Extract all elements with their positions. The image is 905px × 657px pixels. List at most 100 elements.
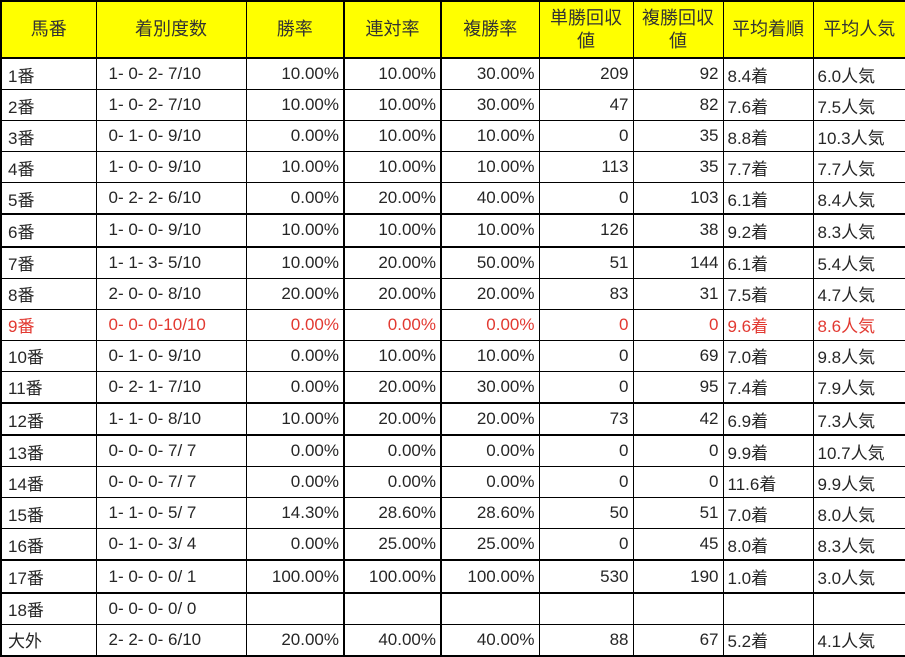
horse-number-cell: 13番 [0, 434, 97, 468]
win-rate-cell: 0.00% [245, 466, 345, 499]
avg-finish-cell: 6.1着 [722, 246, 814, 279]
avg-popularity-cell: 7.7人気 [812, 151, 905, 184]
horse-number-cell: 10番 [0, 339, 97, 372]
table-row: 9番 0- 0- 0-10/10 0.00% 0.00% 0.00% 0 0 9.6着 8.6人… [0, 308, 905, 341]
horse-number-cell: 11番 [0, 370, 97, 404]
horse-number-cell: 5番 [0, 182, 97, 216]
quinella-rate-cell: 20.00% [343, 402, 442, 437]
win-rate-cell: 14.30% [245, 497, 345, 530]
win-rate-cell: 0.00% [245, 182, 345, 216]
table-row: 16番 0- 1- 0- 3/ 4 0.00% 25.00% 25.00% 0 45 8.0着… [0, 528, 905, 562]
table-row: 7番 1- 1- 3- 5/10 10.00% 20.00% 50.00% 51 144 6.… [0, 246, 905, 279]
show-rate-cell: 40.00% [440, 623, 540, 657]
quinella-rate-cell [343, 592, 442, 625]
quinella-rate-cell: 25.00% [343, 528, 442, 562]
avg-finish-cell: 7.0着 [722, 339, 814, 372]
finish-record-cell: 0- 1- 0- 3/ 4 [95, 528, 247, 562]
column-header-win-payout: 単勝回収値 [538, 0, 634, 59]
show-rate-cell: 0.00% [440, 466, 540, 499]
table-row: 大外 2- 2- 0- 6/10 20.00% 40.00% 40.00% 88 67 5.2… [0, 623, 905, 657]
quinella-rate-cell: 28.60% [343, 497, 442, 530]
column-header-show-payout: 複勝回収値 [632, 0, 724, 59]
win-rate-cell: 20.00% [245, 623, 345, 657]
quinella-rate-cell: 100.00% [343, 559, 442, 594]
avg-finish-cell: 11.6着 [722, 466, 814, 499]
show-rate-cell: 40.00% [440, 182, 540, 216]
show-rate-cell: 0.00% [440, 434, 540, 468]
win-rate-cell: 0.00% [245, 370, 345, 404]
column-header-horse-number: 馬番 [0, 0, 97, 59]
show-payout-cell: 69 [632, 339, 724, 372]
horse-number-cell: 4番 [0, 151, 97, 184]
show-payout-cell: 67 [632, 623, 724, 657]
avg-finish-cell: 6.9着 [722, 402, 814, 437]
win-rate-cell: 0.00% [245, 120, 345, 153]
avg-finish-cell: 5.2着 [722, 623, 814, 657]
win-payout-cell: 51 [538, 246, 634, 279]
table-row: 14番 0- 0- 0- 7/ 7 0.00% 0.00% 0.00% 0 0 11.6着 9.… [0, 466, 905, 499]
table-header: 馬番 着別度数 勝率 連対率 複勝率 単勝回収値複勝回収値平均着順 平均人気 [0, 0, 905, 59]
horse-number-cell: 9番 [0, 308, 97, 341]
finish-record-cell: 0- 1- 0- 9/10 [95, 339, 247, 372]
avg-popularity-cell: 7.9人気 [812, 370, 905, 404]
win-payout-cell: 0 [538, 434, 634, 468]
finish-record-cell: 1- 0- 0- 9/10 [95, 151, 247, 184]
horse-number-cell: 14番 [0, 466, 97, 499]
avg-finish-cell: 7.0着 [722, 497, 814, 530]
show-payout-cell: 35 [632, 151, 724, 184]
show-payout-cell: 0 [632, 466, 724, 499]
quinella-rate-cell: 10.00% [343, 89, 442, 122]
avg-popularity-cell: 8.3人気 [812, 528, 905, 562]
win-rate-cell [245, 592, 345, 625]
win-rate-cell: 0.00% [245, 308, 345, 341]
show-payout-cell: 35 [632, 120, 724, 153]
header-row: 馬番 着別度数 勝率 連対率 複勝率 単勝回収値複勝回収値平均着順 平均人気 [0, 0, 905, 59]
win-payout-cell: 73 [538, 402, 634, 437]
win-payout-cell: 0 [538, 120, 634, 153]
finish-record-cell: 1- 0- 2- 7/10 [95, 89, 247, 122]
finish-record-cell: 1- 0- 0- 9/10 [95, 213, 247, 248]
finish-record-cell: 1- 1- 0- 8/10 [95, 402, 247, 437]
table-row: 5番 0- 2- 2- 6/10 0.00% 20.00% 40.00% 0 103 6.1着… [0, 182, 905, 216]
quinella-rate-cell: 10.00% [343, 120, 442, 153]
avg-popularity-cell: 8.6人気 [812, 308, 905, 341]
win-payout-cell: 0 [538, 466, 634, 499]
win-rate-cell: 100.00% [245, 559, 345, 594]
win-payout-cell: 0 [538, 339, 634, 372]
table-row: 10番 0- 1- 0- 9/10 0.00% 10.00% 10.00% 0 69 7.0着… [0, 339, 905, 372]
avg-finish-cell [722, 592, 814, 625]
finish-record-cell: 1- 0- 2- 7/10 [95, 57, 247, 91]
horse-number-cell: 17番 [0, 559, 97, 594]
finish-record-cell: 1- 0- 0- 0/ 1 [95, 559, 247, 594]
horse-number-cell: 1番 [0, 57, 97, 91]
show-rate-cell: 10.00% [440, 213, 540, 248]
win-rate-cell: 20.00% [245, 277, 345, 310]
win-payout-cell: 0 [538, 182, 634, 216]
avg-finish-cell: 6.1着 [722, 182, 814, 216]
show-payout-cell: 92 [632, 57, 724, 91]
horse-number-cell: 6番 [0, 213, 97, 248]
win-payout-cell: 0 [538, 370, 634, 404]
finish-record-cell: 0- 1- 0- 9/10 [95, 120, 247, 153]
avg-popularity-cell: 3.0人気 [812, 559, 905, 594]
finish-record-cell: 1- 1- 0- 5/ 7 [95, 497, 247, 530]
show-payout-cell: 45 [632, 528, 724, 562]
show-payout-cell: 31 [632, 277, 724, 310]
show-rate-cell: 30.00% [440, 89, 540, 122]
avg-popularity-cell: 9.9人気 [812, 466, 905, 499]
horse-number-cell: 大外 [0, 623, 97, 657]
quinella-rate-cell: 40.00% [343, 623, 442, 657]
finish-record-cell: 0- 0- 0- 7/ 7 [95, 434, 247, 468]
win-payout-cell: 113 [538, 151, 634, 184]
column-header-avg-finish: 平均着順 [722, 0, 814, 59]
table-body: 1番 1- 0- 2- 7/10 10.00% 10.00% 30.00% 209 92 8.… [0, 57, 905, 657]
finish-record-cell: 0- 0- 0- 0/ 0 [95, 592, 247, 625]
quinella-rate-cell: 10.00% [343, 151, 442, 184]
avg-finish-cell: 8.8着 [722, 120, 814, 153]
win-payout-cell [538, 592, 634, 625]
win-payout-cell: 83 [538, 277, 634, 310]
show-rate-cell: 10.00% [440, 120, 540, 153]
show-rate-cell: 30.00% [440, 57, 540, 91]
win-rate-cell: 10.00% [245, 89, 345, 122]
table-row: 13番 0- 0- 0- 7/ 7 0.00% 0.00% 0.00% 0 0 9.9着 10.… [0, 434, 905, 468]
